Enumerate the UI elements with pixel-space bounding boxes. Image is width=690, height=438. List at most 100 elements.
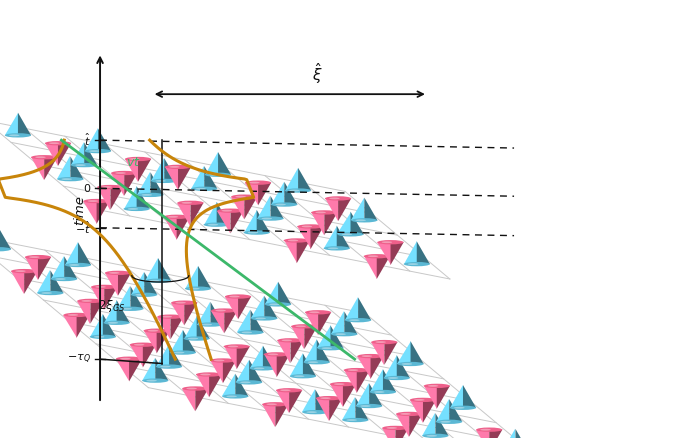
Ellipse shape [414,399,424,401]
Ellipse shape [169,166,179,168]
Ellipse shape [362,355,372,357]
Polygon shape [65,242,78,265]
Polygon shape [397,355,410,378]
Ellipse shape [211,308,237,313]
Ellipse shape [426,435,437,437]
Ellipse shape [165,165,191,169]
Ellipse shape [382,241,392,243]
Text: $2\xi_{GS}$: $2\xi_{GS}$ [98,297,126,314]
Ellipse shape [245,180,271,185]
Ellipse shape [181,202,192,204]
Polygon shape [105,273,118,296]
Polygon shape [83,201,97,224]
Ellipse shape [308,361,318,363]
Ellipse shape [95,286,106,288]
Ellipse shape [276,388,302,392]
Polygon shape [170,330,183,353]
Polygon shape [130,286,144,309]
Ellipse shape [109,272,119,274]
Polygon shape [424,386,437,409]
Ellipse shape [290,374,316,378]
Polygon shape [5,113,18,135]
Ellipse shape [382,426,408,430]
Ellipse shape [271,202,297,207]
Polygon shape [357,370,370,393]
Polygon shape [265,282,278,304]
Polygon shape [104,287,117,310]
Polygon shape [502,429,515,438]
Polygon shape [411,341,424,364]
Polygon shape [311,212,324,235]
Polygon shape [410,400,423,423]
Polygon shape [324,226,337,248]
Text: $-\tau_Q$: $-\tau_Q$ [67,353,91,366]
Ellipse shape [77,299,104,303]
Ellipse shape [351,218,377,223]
Polygon shape [90,314,103,337]
Ellipse shape [424,384,450,388]
Ellipse shape [101,186,112,188]
Ellipse shape [108,322,118,324]
Polygon shape [382,428,395,438]
Ellipse shape [454,407,464,409]
Ellipse shape [97,185,124,189]
Ellipse shape [31,155,57,159]
Ellipse shape [63,313,90,317]
Polygon shape [205,152,218,175]
Ellipse shape [69,264,79,266]
Polygon shape [169,344,182,367]
Polygon shape [138,159,151,182]
Ellipse shape [45,141,71,145]
Polygon shape [131,272,144,295]
Polygon shape [185,266,198,289]
Ellipse shape [201,324,212,325]
Ellipse shape [171,300,197,305]
Ellipse shape [241,332,252,333]
Polygon shape [364,256,377,279]
Ellipse shape [325,196,351,201]
Polygon shape [130,345,143,367]
Ellipse shape [248,232,258,233]
Ellipse shape [51,277,77,281]
Ellipse shape [317,346,344,350]
Ellipse shape [129,158,139,160]
Ellipse shape [88,200,98,202]
Ellipse shape [349,319,359,321]
Polygon shape [275,404,288,427]
Ellipse shape [111,171,137,175]
Polygon shape [316,398,329,421]
Polygon shape [284,240,297,263]
Polygon shape [137,186,150,209]
Ellipse shape [294,375,304,377]
Polygon shape [165,167,178,190]
Ellipse shape [337,232,364,237]
Polygon shape [170,317,184,339]
Ellipse shape [37,291,63,295]
Ellipse shape [15,270,26,272]
Ellipse shape [251,316,277,321]
Polygon shape [264,354,277,377]
Polygon shape [196,374,209,397]
Ellipse shape [184,336,210,341]
Ellipse shape [249,182,259,184]
Ellipse shape [262,218,272,219]
Ellipse shape [320,397,331,399]
Polygon shape [338,198,351,221]
Polygon shape [291,326,304,349]
Ellipse shape [304,360,330,364]
Polygon shape [436,399,449,422]
Polygon shape [204,166,217,189]
Polygon shape [150,172,164,195]
Ellipse shape [174,352,184,353]
Polygon shape [125,159,138,182]
Polygon shape [337,226,350,248]
Ellipse shape [204,223,230,227]
Polygon shape [90,301,104,324]
Polygon shape [25,257,38,280]
Polygon shape [191,166,204,189]
Polygon shape [77,315,90,338]
Polygon shape [324,212,337,235]
Ellipse shape [229,296,239,297]
Text: $vt$: $vt$ [126,155,141,169]
Ellipse shape [436,420,462,424]
